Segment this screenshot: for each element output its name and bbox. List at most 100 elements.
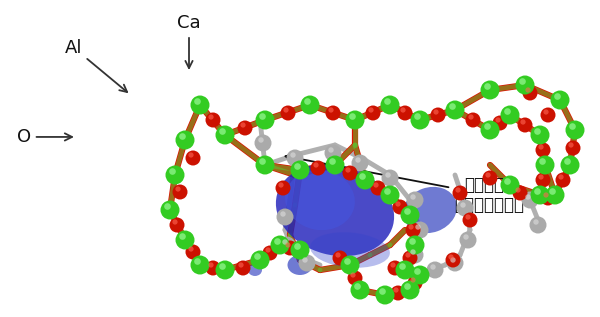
Circle shape: [445, 100, 464, 120]
Circle shape: [388, 261, 403, 275]
Circle shape: [449, 103, 456, 110]
Circle shape: [354, 283, 361, 290]
Circle shape: [335, 252, 341, 258]
Circle shape: [371, 180, 386, 196]
Circle shape: [521, 191, 539, 209]
Circle shape: [392, 199, 407, 215]
Circle shape: [415, 224, 421, 230]
Circle shape: [515, 187, 521, 193]
Circle shape: [448, 254, 454, 260]
Circle shape: [530, 185, 550, 204]
Circle shape: [191, 95, 209, 114]
Circle shape: [172, 219, 178, 225]
Circle shape: [281, 106, 296, 120]
Circle shape: [341, 256, 359, 275]
Circle shape: [433, 109, 439, 115]
Circle shape: [344, 258, 351, 265]
Circle shape: [403, 250, 418, 266]
Circle shape: [455, 187, 461, 193]
Circle shape: [359, 173, 366, 180]
Circle shape: [382, 170, 398, 186]
Circle shape: [406, 252, 410, 258]
Circle shape: [409, 238, 416, 245]
Circle shape: [290, 160, 310, 179]
Circle shape: [517, 118, 533, 133]
Circle shape: [277, 209, 293, 225]
Circle shape: [347, 270, 362, 286]
Circle shape: [463, 212, 478, 228]
Ellipse shape: [248, 264, 262, 276]
Circle shape: [496, 117, 500, 123]
Circle shape: [294, 163, 301, 170]
Circle shape: [349, 113, 356, 120]
Circle shape: [398, 106, 413, 120]
Circle shape: [414, 268, 421, 275]
Ellipse shape: [310, 232, 390, 268]
Circle shape: [294, 243, 301, 250]
Circle shape: [238, 120, 253, 135]
Circle shape: [485, 172, 491, 178]
Circle shape: [391, 262, 395, 268]
Text: Ca: Ca: [177, 14, 201, 68]
Circle shape: [560, 156, 580, 174]
Circle shape: [536, 156, 554, 174]
Circle shape: [481, 120, 499, 139]
Circle shape: [259, 113, 266, 120]
Circle shape: [445, 253, 461, 268]
Circle shape: [450, 257, 456, 263]
Ellipse shape: [285, 170, 355, 230]
Circle shape: [346, 167, 350, 173]
Circle shape: [466, 113, 481, 127]
Circle shape: [373, 182, 379, 188]
Circle shape: [482, 171, 497, 185]
Circle shape: [161, 200, 179, 219]
Circle shape: [290, 152, 296, 158]
Circle shape: [407, 275, 422, 290]
Circle shape: [551, 90, 569, 109]
Circle shape: [278, 182, 284, 188]
Circle shape: [185, 151, 200, 165]
Circle shape: [385, 172, 391, 178]
Circle shape: [282, 239, 288, 245]
Circle shape: [395, 261, 415, 280]
Circle shape: [457, 199, 473, 217]
Circle shape: [350, 272, 356, 278]
Circle shape: [302, 257, 308, 263]
Circle shape: [238, 262, 244, 268]
Circle shape: [283, 107, 289, 113]
Circle shape: [185, 244, 200, 260]
Circle shape: [407, 247, 424, 263]
Circle shape: [410, 111, 430, 130]
Circle shape: [404, 208, 411, 215]
Circle shape: [191, 256, 209, 275]
Circle shape: [559, 174, 563, 180]
Circle shape: [384, 188, 391, 195]
Circle shape: [538, 144, 544, 150]
Circle shape: [215, 126, 235, 145]
Circle shape: [254, 253, 261, 260]
Circle shape: [301, 95, 320, 114]
Circle shape: [235, 261, 251, 275]
Circle shape: [313, 162, 319, 168]
Circle shape: [530, 217, 547, 234]
Circle shape: [176, 230, 194, 249]
Circle shape: [401, 205, 419, 224]
Ellipse shape: [403, 187, 457, 233]
Circle shape: [520, 120, 526, 125]
Circle shape: [258, 137, 264, 143]
Circle shape: [412, 222, 428, 238]
Circle shape: [365, 106, 380, 120]
Circle shape: [278, 236, 296, 254]
Circle shape: [460, 202, 466, 208]
Circle shape: [280, 211, 286, 217]
Circle shape: [410, 249, 416, 255]
Circle shape: [188, 246, 194, 252]
Circle shape: [384, 98, 391, 105]
Circle shape: [430, 264, 436, 270]
Circle shape: [484, 83, 491, 90]
Circle shape: [176, 131, 194, 150]
Circle shape: [566, 120, 584, 139]
Circle shape: [259, 158, 266, 165]
Circle shape: [541, 191, 556, 205]
Circle shape: [544, 109, 548, 115]
